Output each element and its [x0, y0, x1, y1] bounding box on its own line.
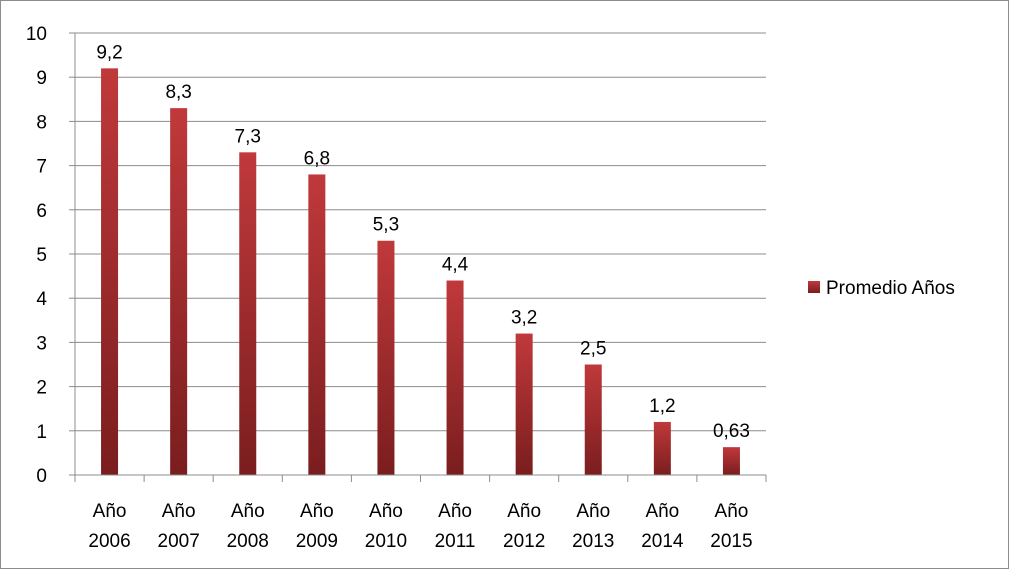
bar [446, 280, 464, 475]
x-axis [74, 474, 767, 482]
bar [515, 333, 533, 475]
category-label: Año 2011 [435, 501, 476, 552]
bar [308, 174, 326, 475]
data-label: 2,5 [580, 339, 606, 360]
y-tick-label: 0 [36, 466, 47, 487]
legend-label: Promedio Años [826, 278, 955, 299]
y-tick-label: 1 [36, 422, 47, 443]
data-labels: 9,2 8,3 7,3 6,8 5,3 4,4 3,2 2,5 1,2 0,63 [96, 42, 750, 442]
category-label: Año 2013 [572, 501, 614, 552]
category-label: Año 2015 [710, 501, 752, 552]
data-label: 1,2 [649, 396, 675, 417]
bar [653, 421, 671, 475]
data-label: 7,3 [235, 126, 261, 147]
category-label: Año 2010 [365, 501, 407, 552]
category-label: Año 2012 [503, 501, 545, 552]
bar [377, 240, 395, 475]
data-label: 0,63 [713, 421, 750, 442]
bar [584, 364, 602, 475]
category-labels: Año 2006 Año 2007 Año 2008 Año 2009 Año 2010 Año 20… [88, 501, 752, 552]
y-tick-label: 7 [36, 157, 47, 178]
legend-swatch [808, 281, 820, 293]
data-label: 6,8 [304, 148, 330, 169]
y-tick-label: 5 [36, 245, 47, 266]
data-label: 3,2 [511, 308, 537, 329]
y-tick-label: 9 [36, 68, 47, 89]
y-tick-label: 2 [36, 378, 47, 399]
data-label: 8,3 [165, 82, 191, 103]
bars [101, 68, 740, 476]
y-tick-label: 10 [26, 24, 47, 45]
gridlines [75, 32, 766, 432]
y-tick-label: 4 [36, 289, 47, 310]
bar [101, 68, 119, 476]
category-label: Año 2009 [296, 501, 338, 552]
data-label: 5,3 [373, 215, 399, 236]
y-tick-label: 3 [36, 333, 47, 354]
data-label: 9,2 [96, 42, 122, 63]
bar [722, 447, 740, 475]
category-label: Año 2014 [641, 501, 684, 552]
y-axis-ticks: 0 1 2 3 4 5 6 7 8 9 10 [26, 24, 76, 487]
category-label: Año 2007 [158, 501, 200, 552]
y-tick-label: 8 [36, 112, 47, 133]
data-label: 4,4 [442, 255, 469, 276]
bar [239, 152, 257, 475]
legend: Promedio Años [808, 278, 955, 299]
category-label: Año 2008 [227, 501, 269, 552]
y-tick-label: 6 [36, 201, 47, 222]
category-label: Año 2006 [88, 501, 130, 552]
bar [170, 108, 188, 475]
